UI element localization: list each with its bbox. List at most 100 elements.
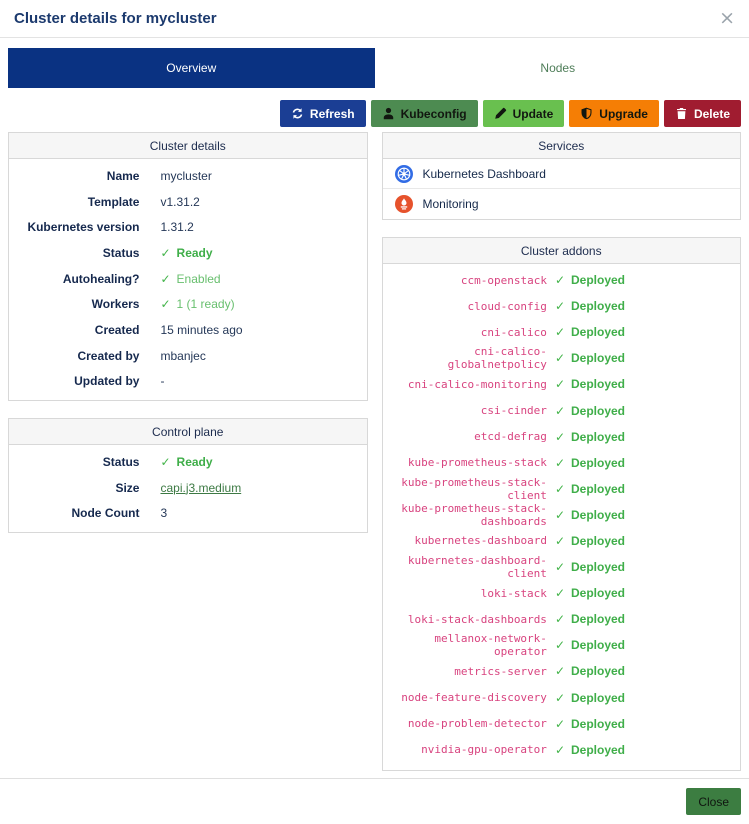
delete-button[interactable]: Delete [664,100,741,127]
addon-status: ✓ Deployed [555,586,625,600]
addon-row: node-feature-discovery ✓ Deployed [383,685,741,711]
detail-value: 1.31.2 [160,220,193,234]
service-label: Kubernetes Dashboard [423,167,546,181]
detail-label: Status [9,455,139,469]
check-icon: ✓ [160,455,170,469]
service-item[interactable]: Kubernetes Dashboard [383,159,741,189]
detail-value: mycluster [160,169,211,183]
addon-name: node-problem-detector [383,717,547,730]
detail-row: Template v1.31.2 [9,189,367,215]
addon-name: cni-calico-globalnetpolicy [383,345,547,371]
close-button[interactable]: Close [686,788,741,815]
deployed-label: Deployed [571,482,625,496]
addon-row: kubernetes-dashboard ✓ Deployed [383,528,741,554]
tab-overview[interactable]: Overview [8,48,375,88]
kubernetes-icon [395,165,413,183]
addon-name: etcd-defrag [383,430,547,443]
addon-status: ✓ Deployed [555,638,625,652]
tab-nodes[interactable]: Nodes [375,48,742,88]
addon-status: ✓ Deployed [555,508,625,522]
check-icon: ✓ [555,691,565,705]
addon-row: mellanox-network-operator ✓ Deployed [383,632,741,658]
service-item[interactable]: Monitoring [383,189,741,219]
addon-status: ✓ Deployed [555,377,625,391]
addon-name: metrics-server [383,665,547,678]
size-link[interactable]: capi.j3.medium [160,481,241,495]
detail-label: Template [9,195,139,209]
detail-value: ✓1 (1 ready) [160,297,234,311]
addon-row: kubernetes-dashboard-client ✓ Deployed [383,554,741,580]
detail-value: v1.31.2 [160,195,199,209]
addon-name: kube-prometheus-stack-dashboards [383,502,547,528]
tab-bar: Overview Nodes [8,48,741,88]
deployed-label: Deployed [571,325,625,339]
content-columns: Cluster details Name mycluster Template … [8,132,741,771]
detail-row: Status ✓Ready [9,449,367,475]
detail-label: Node Count [9,506,139,520]
detail-value: 3 [160,506,167,520]
addon-status: ✓ Deployed [555,482,625,496]
detail-label: Autohealing? [9,272,139,286]
check-icon: ✓ [555,508,565,522]
upgrade-button[interactable]: Upgrade [569,100,659,127]
check-icon: ✓ [555,664,565,678]
detail-label: Created [9,323,139,337]
kubeconfig-button[interactable]: Kubeconfig [371,100,478,127]
addon-row: metrics-server ✓ Deployed [383,658,741,684]
deployed-label: Deployed [571,404,625,418]
pencil-icon [494,107,507,120]
services-panel: Services Kubernetes Dashboard Monitoring [382,132,742,220]
detail-row: Kubernetes version 1.31.2 [9,214,367,240]
addon-row: kube-prometheus-stack-dashboards ✓ Deplo… [383,502,741,528]
addon-name: kubernetes-dashboard-client [383,554,547,580]
detail-row: Updated by - [9,369,367,395]
update-button[interactable]: Update [483,100,565,127]
deployed-label: Deployed [571,273,625,287]
addon-name: loki-stack [383,587,547,600]
detail-value: ✓Ready [160,455,212,469]
detail-label: Created by [9,349,139,363]
check-icon: ✓ [555,404,565,418]
check-icon: ✓ [555,299,565,313]
check-icon: ✓ [555,743,565,757]
cluster-addons-panel: Cluster addons ccm-openstack ✓ Deployed … [382,237,742,771]
detail-row: Node Count 3 [9,501,367,527]
panel-title: Control plane [9,419,367,445]
detail-row: Created 15 minutes ago [9,317,367,343]
deployed-label: Deployed [571,664,625,678]
addon-row: loki-stack-dashboards ✓ Deployed [383,606,741,632]
detail-value: - [160,374,164,388]
check-icon: ✓ [555,534,565,548]
close-icon[interactable]: × [719,9,735,28]
shield-icon [580,107,593,120]
addon-status: ✓ Deployed [555,717,625,731]
deployed-label: Deployed [571,456,625,470]
check-icon: ✓ [160,272,170,286]
refresh-button[interactable]: Refresh [280,100,366,127]
cluster-details-panel: Cluster details Name mycluster Template … [8,132,368,401]
addon-row: ccm-openstack ✓ Deployed [383,267,741,293]
deployed-label: Deployed [571,430,625,444]
addon-status: ✓ Deployed [555,691,625,705]
addon-name: kube-prometheus-stack [383,456,547,469]
addon-status: ✓ Deployed [555,612,625,626]
addon-row: cni-calico-globalnetpolicy ✓ Deployed [383,345,741,371]
detail-row: Autohealing? ✓Enabled [9,266,367,292]
addon-name: mellanox-network-operator [383,632,547,658]
check-icon: ✓ [555,586,565,600]
action-button-row: Refresh Kubeconfig Update Upgrade Delete [8,100,741,127]
detail-label: Name [9,169,139,183]
addon-row: cloud-config ✓ Deployed [383,293,741,319]
trash-icon [675,107,688,120]
detail-value: mbanjec [160,349,205,363]
detail-label: Size [9,481,139,495]
panel-title: Cluster addons [383,238,741,264]
addon-status: ✓ Deployed [555,560,625,574]
addon-name: node-feature-discovery [383,691,547,704]
deployed-label: Deployed [571,560,625,574]
addon-name: csi-cinder [383,404,547,417]
refresh-icon [291,107,304,120]
addon-status: ✓ Deployed [555,743,625,757]
addon-name: kubernetes-dashboard [383,534,547,547]
deployed-label: Deployed [571,586,625,600]
